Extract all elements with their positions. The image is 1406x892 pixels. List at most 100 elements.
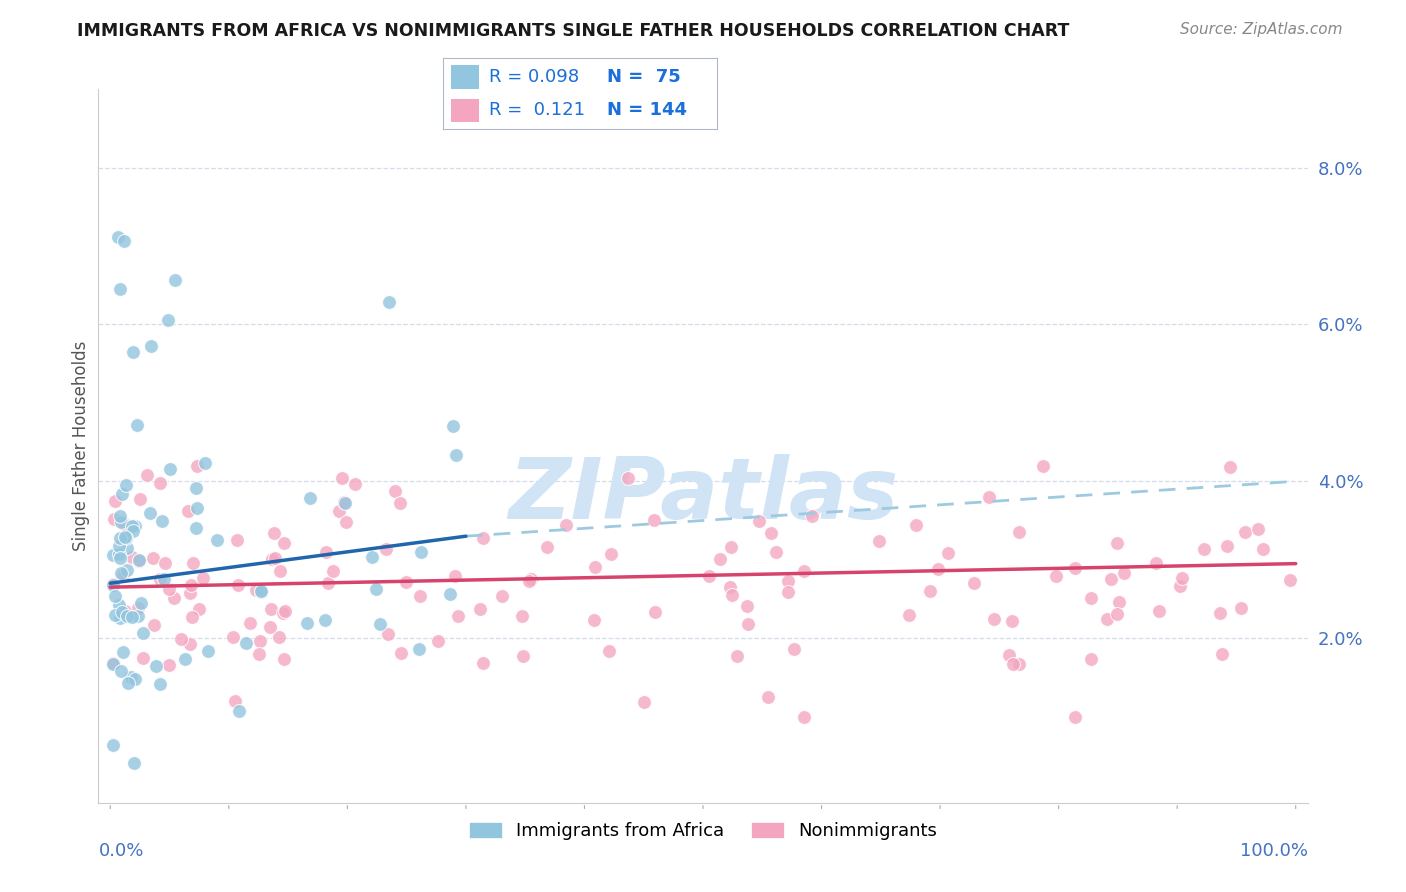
Point <box>111 645 134 659</box>
Point <box>120 670 142 684</box>
Point <box>314 613 336 627</box>
Text: R =  0.121: R = 0.121 <box>489 101 585 119</box>
Point <box>510 608 533 623</box>
Point <box>316 575 339 590</box>
Point <box>718 580 741 594</box>
Point <box>536 540 558 554</box>
Point <box>377 627 399 641</box>
Point <box>153 572 176 586</box>
Point <box>181 556 204 570</box>
Point <box>142 551 165 566</box>
Point <box>748 514 770 528</box>
Point <box>259 620 281 634</box>
Point <box>998 648 1021 662</box>
Point <box>112 234 135 248</box>
Point <box>1229 600 1251 615</box>
Point <box>471 656 494 670</box>
Text: IMMIGRANTS FROM AFRICA VS NONIMMIGRANTS SINGLE FATHER HOUSEHOLDS CORRELATION CHA: IMMIGRANTS FROM AFRICA VS NONIMMIGRANTS … <box>77 22 1070 40</box>
Point <box>101 576 124 591</box>
Point <box>408 641 430 656</box>
Point <box>124 672 146 686</box>
Point <box>128 552 150 566</box>
Point <box>368 616 391 631</box>
Point <box>186 500 208 515</box>
Point <box>384 483 406 498</box>
Point <box>1080 652 1102 666</box>
Point <box>1001 657 1024 672</box>
Point <box>759 526 782 541</box>
Point <box>1045 569 1067 583</box>
Point <box>108 598 131 612</box>
Point <box>128 554 150 568</box>
Text: N =  75: N = 75 <box>607 68 681 86</box>
Point <box>108 539 131 553</box>
Point <box>800 509 823 524</box>
Point <box>104 494 127 508</box>
Point <box>444 448 467 462</box>
Point <box>247 647 270 661</box>
Point <box>1112 566 1135 581</box>
Point <box>267 630 290 644</box>
Point <box>1168 579 1191 593</box>
Point <box>170 632 193 646</box>
Point <box>250 585 273 599</box>
Point <box>136 467 159 482</box>
Point <box>364 582 387 597</box>
Point <box>124 756 146 771</box>
Point <box>184 521 207 535</box>
Bar <box>451 99 478 122</box>
Point <box>1063 709 1085 723</box>
Point <box>1032 458 1054 473</box>
Point <box>697 569 720 583</box>
Point <box>193 571 215 585</box>
Point <box>644 605 666 619</box>
Point <box>1170 571 1192 585</box>
Point <box>905 518 928 533</box>
Point <box>259 602 281 616</box>
Point <box>128 491 150 506</box>
Point <box>1107 607 1129 621</box>
Point <box>163 591 186 606</box>
Point <box>389 646 412 660</box>
Point <box>1278 573 1301 587</box>
Point <box>121 519 143 533</box>
Point <box>103 589 125 603</box>
Point <box>101 657 124 671</box>
Point <box>737 617 759 632</box>
Point <box>239 615 262 630</box>
Point <box>927 562 949 576</box>
Point <box>409 589 432 603</box>
Point <box>1211 648 1233 662</box>
Point <box>129 596 152 610</box>
Point <box>374 541 396 556</box>
Bar <box>451 65 478 88</box>
Point <box>228 704 250 718</box>
Point <box>963 575 986 590</box>
Point <box>1219 459 1241 474</box>
Point <box>101 549 124 563</box>
Point <box>1247 522 1270 536</box>
Point <box>122 345 145 359</box>
Point <box>157 313 180 327</box>
Point <box>389 496 412 510</box>
Point <box>409 545 432 559</box>
Point <box>335 515 357 529</box>
Point <box>1192 541 1215 556</box>
Text: ZIPatlas: ZIPatlas <box>508 454 898 538</box>
Point <box>1234 525 1257 540</box>
Point <box>205 533 228 547</box>
Point <box>725 648 748 663</box>
Point <box>868 533 890 548</box>
Point <box>149 476 172 491</box>
Point <box>583 559 606 574</box>
Y-axis label: Single Father Households: Single Father Households <box>72 341 90 551</box>
Point <box>110 566 132 580</box>
Text: Source: ZipAtlas.com: Source: ZipAtlas.com <box>1180 22 1343 37</box>
Point <box>110 531 132 545</box>
Point <box>1080 591 1102 606</box>
Point <box>1215 539 1237 553</box>
Text: R = 0.098: R = 0.098 <box>489 68 579 86</box>
Point <box>157 582 180 596</box>
Point <box>101 739 124 753</box>
Point <box>262 551 284 566</box>
